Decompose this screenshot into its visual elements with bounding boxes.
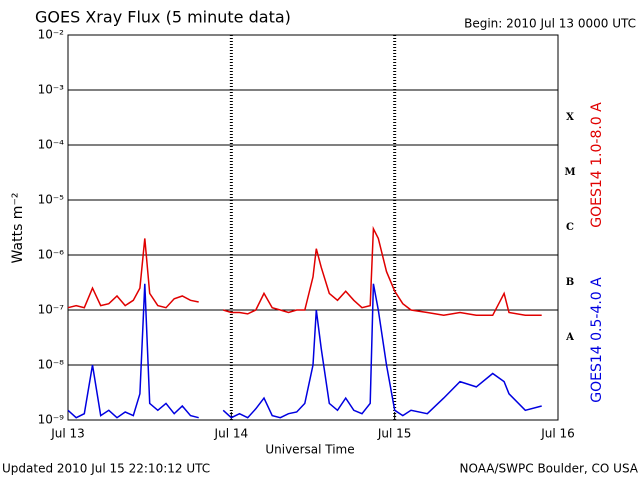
flare-class-label: M <box>564 167 575 178</box>
flare-class-label: B <box>566 277 574 288</box>
y-tick-label: 10⁻⁴ <box>38 138 65 152</box>
x-tick-label: Jul 14 <box>214 427 249 441</box>
y-tick-label: 10⁻⁵ <box>38 193 65 207</box>
x-tick-label: Jul 15 <box>377 427 412 441</box>
footer-left: Updated 2010 Jul 15 22:10:12 UTC <box>2 462 210 476</box>
y-tick-label: 10⁻³ <box>38 83 65 97</box>
series-line <box>67 283 542 419</box>
x-tick-label: Jul 13 <box>50 427 85 441</box>
y-tick-label: 10⁻⁷ <box>38 303 65 317</box>
legend-entry: GOES14 1.0-8.0 A <box>589 102 605 228</box>
footer-right: NOAA/SWPC Boulder, CO USA <box>460 462 639 476</box>
series-line <box>67 225 542 317</box>
chart-title: GOES Xray Flux (5 minute data) <box>35 8 291 27</box>
y-tick-label: 10⁻⁸ <box>38 358 65 372</box>
y-tick-label: 10⁻² <box>38 28 65 42</box>
x-axis-label: Universal Time <box>265 443 354 457</box>
flare-class-label: C <box>566 222 574 233</box>
y-axis-label: Watts m⁻² <box>10 193 26 264</box>
x-tick-label: Jul 16 <box>540 427 575 441</box>
flare-class-label: X <box>566 112 574 123</box>
chart-subtitle: Begin: 2010 Jul 13 0000 UTC <box>464 17 636 31</box>
y-tick-label: 10⁻⁶ <box>38 248 65 262</box>
legend-entry: GOES14 0.5-4.0 A <box>589 277 605 403</box>
y-tick-label: 10⁻⁹ <box>38 413 65 427</box>
flare-class-label: A <box>565 332 574 343</box>
